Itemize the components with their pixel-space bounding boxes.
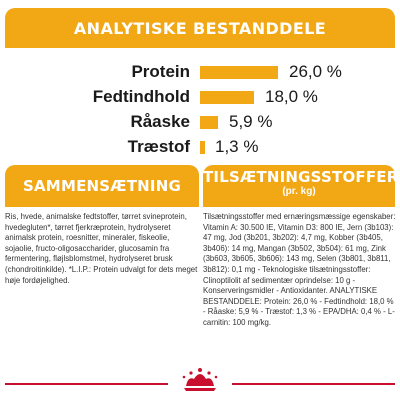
nutrient-bar bbox=[200, 91, 254, 104]
nutrient-value: 5,9 % bbox=[229, 112, 273, 131]
nutrient-label: Fedtindhold bbox=[92, 87, 190, 106]
nutrient-label: Træstof bbox=[127, 137, 190, 156]
additives-header: TILSÆTNINGSSTOFFER (pr. kg) bbox=[203, 165, 399, 207]
nutrient-bar bbox=[200, 66, 278, 79]
nutrient-bar bbox=[200, 141, 205, 154]
nutrient-value: 1,3 % bbox=[215, 137, 259, 156]
nutrient-row-fibre: Træstof 1,3 % bbox=[0, 136, 400, 158]
additives-subtitle: (pr. kg) bbox=[282, 186, 316, 197]
nutrient-value: 18,0 % bbox=[265, 87, 318, 106]
composition-title: SAMMENSÆTNING bbox=[23, 177, 181, 195]
nutrient-label: Protein bbox=[131, 62, 190, 81]
additives-title: TILSÆTNINGSSTOFFER bbox=[203, 168, 399, 186]
nutrient-bar bbox=[200, 116, 218, 129]
analytical-title: ANALYTISKE BESTANDDELE bbox=[73, 18, 327, 38]
nutrient-row-ash: Råaske 5,9 % bbox=[0, 111, 400, 133]
analytical-header: ANALYTISKE BESTANDDELE bbox=[5, 8, 395, 48]
composition-header: SAMMENSÆTNING bbox=[5, 165, 199, 207]
royal-canin-crown-logo-icon bbox=[168, 366, 232, 394]
nutrient-value: 26,0 % bbox=[289, 62, 342, 81]
nutrient-label: Råaske bbox=[130, 112, 190, 131]
composition-text: Ris, hvede, animalske fedtstoffer, tørre… bbox=[5, 212, 198, 285]
additives-text: Tilsætningsstoffer med ernæringsmæssige … bbox=[203, 212, 396, 327]
nutrient-row-fat: Fedtindhold 18,0 % bbox=[0, 86, 400, 108]
nutrient-row-protein: Protein 26,0 % bbox=[0, 61, 400, 83]
